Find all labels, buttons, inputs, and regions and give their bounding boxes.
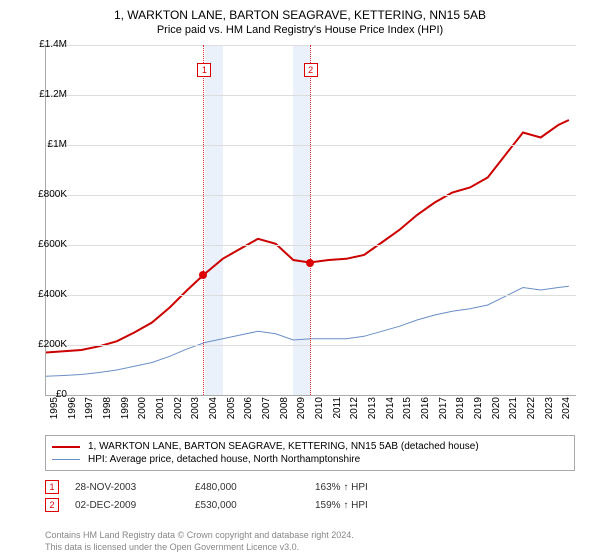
legend-swatch [52, 446, 80, 448]
footer-line-2: This data is licensed under the Open Gov… [45, 542, 354, 554]
gridline [46, 95, 576, 96]
sale-vline [203, 45, 204, 395]
y-axis-label: £1.4M [29, 39, 67, 50]
chart-container: 1, WARKTON LANE, BARTON SEAGRAVE, KETTER… [0, 0, 600, 560]
legend-box: 1, WARKTON LANE, BARTON SEAGRAVE, KETTER… [45, 435, 575, 471]
x-axis-label: 2008 [279, 397, 290, 427]
legend-label: 1, WARKTON LANE, BARTON SEAGRAVE, KETTER… [88, 441, 479, 452]
sale-marker-1: 1 [197, 63, 211, 77]
x-axis-label: 2011 [332, 397, 343, 427]
sale-row-marker: 2 [45, 498, 59, 512]
sale-date: 02-DEC-2009 [75, 500, 195, 511]
x-axis-label: 2021 [508, 397, 519, 427]
x-axis-label: 2022 [526, 397, 537, 427]
chart-subtitle: Price paid vs. HM Land Registry's House … [0, 22, 600, 36]
x-axis-label: 1998 [102, 397, 113, 427]
x-axis-label: 1996 [67, 397, 78, 427]
y-axis-label: £1M [29, 139, 67, 150]
footer-text: Contains HM Land Registry data © Crown c… [45, 530, 354, 553]
sales-table: 1 28-NOV-2003£480,000163% ↑ HPI 2 02-DEC-20… [45, 478, 575, 514]
x-axis-label: 2004 [208, 397, 219, 427]
x-axis-label: 2009 [296, 397, 307, 427]
sale-date: 28-NOV-2003 [75, 482, 195, 493]
sale-row: 1 28-NOV-2003£480,000163% ↑ HPI [45, 478, 575, 496]
y-axis-label: £200K [29, 339, 67, 350]
x-axis-label: 2003 [190, 397, 201, 427]
gridline [46, 345, 576, 346]
x-axis-label: 2002 [173, 397, 184, 427]
x-axis-label: 2020 [491, 397, 502, 427]
x-axis-label: 1997 [84, 397, 95, 427]
sale-pct: 163% ↑ HPI [315, 482, 435, 493]
gridline [46, 45, 576, 46]
x-axis-label: 2010 [314, 397, 325, 427]
gridline [46, 145, 576, 146]
x-axis-label: 2000 [137, 397, 148, 427]
sale-pct: 159% ↑ HPI [315, 500, 435, 511]
series-price [46, 120, 569, 353]
x-axis-label: 2014 [385, 397, 396, 427]
gridline [46, 195, 576, 196]
x-axis-label: 1995 [49, 397, 60, 427]
chart-title: 1, WARKTON LANE, BARTON SEAGRAVE, KETTER… [0, 0, 600, 22]
sale-dot [199, 271, 207, 279]
gridline [46, 295, 576, 296]
legend-label: HPI: Average price, detached house, Nort… [88, 454, 360, 465]
sale-price: £530,000 [195, 500, 315, 511]
sale-price: £480,000 [195, 482, 315, 493]
y-axis-label: £600K [29, 239, 67, 250]
x-axis-label: 2018 [455, 397, 466, 427]
sale-row: 2 02-DEC-2009£530,000159% ↑ HPI [45, 496, 575, 514]
x-axis-label: 2016 [420, 397, 431, 427]
legend-swatch [52, 459, 80, 460]
plot-area: 12 [45, 45, 576, 396]
y-axis-label: £0 [29, 389, 67, 400]
x-axis-label: 2019 [473, 397, 484, 427]
x-axis-label: 2001 [155, 397, 166, 427]
x-axis-label: 2023 [544, 397, 555, 427]
y-axis-label: £1.2M [29, 89, 67, 100]
x-axis-label: 2017 [438, 397, 449, 427]
sale-vline [310, 45, 311, 395]
x-axis-label: 2015 [402, 397, 413, 427]
x-axis-label: 2024 [561, 397, 572, 427]
x-axis-label: 2006 [243, 397, 254, 427]
footer-line-1: Contains HM Land Registry data © Crown c… [45, 530, 354, 542]
x-axis-label: 2012 [349, 397, 360, 427]
sale-row-marker: 1 [45, 480, 59, 494]
y-axis-label: £400K [29, 289, 67, 300]
x-axis-label: 2007 [261, 397, 272, 427]
sale-marker-2: 2 [304, 63, 318, 77]
series-hpi [46, 286, 569, 376]
y-axis-label: £800K [29, 189, 67, 200]
gridline [46, 245, 576, 246]
x-axis-label: 2013 [367, 397, 378, 427]
x-axis-label: 2005 [226, 397, 237, 427]
legend-row: HPI: Average price, detached house, Nort… [52, 453, 568, 466]
sale-dot [306, 259, 314, 267]
legend-row: 1, WARKTON LANE, BARTON SEAGRAVE, KETTER… [52, 440, 568, 453]
chart-svg [46, 45, 576, 395]
x-axis-label: 1999 [120, 397, 131, 427]
